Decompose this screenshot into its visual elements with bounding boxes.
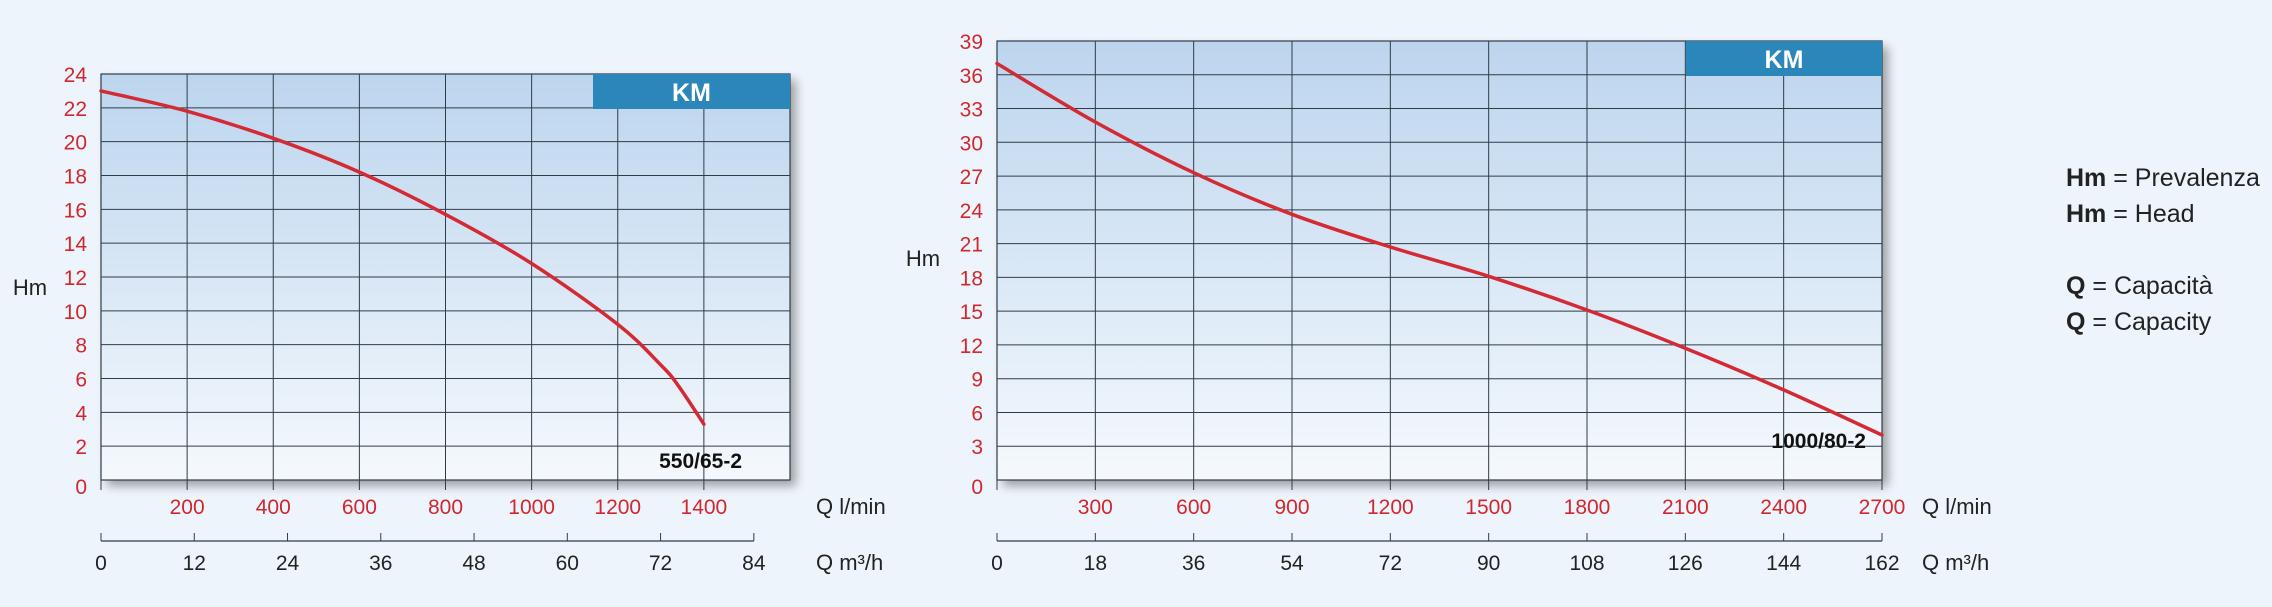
x-tick-label: 1200 [594,496,641,519]
km-badge-label: KM [672,79,711,107]
x2-tick-label: 90 [1477,552,1500,575]
x2-tick-label: 24 [276,552,300,575]
legend-item: Hm = Prevalenza [2066,160,2260,196]
x2-tick-label: 108 [1569,552,1604,575]
series-label: 550/65-2 [659,450,742,473]
y-tick-label: 22 [64,98,87,121]
x2-tick-label: 48 [462,552,485,575]
x2-tick-label: 18 [1084,552,1107,575]
y-tick-label: 27 [960,166,983,189]
y-tick-label: 16 [64,199,87,222]
y-tick-label: 15 [960,301,983,324]
y-tick-label: 21 [960,234,983,257]
y-tick-label: 6 [75,369,87,392]
x-tick-label: 1400 [681,496,728,519]
y-tick-label: 3 [971,436,983,459]
y-tick-label: 6 [971,402,983,425]
y-axis-label: Hm [906,246,940,271]
y-tick-label: 9 [971,369,983,392]
x2-tick-label: 126 [1668,552,1703,575]
y-zero-label: 0 [971,476,983,499]
legend-item: Hm = Head [2066,196,2260,232]
x2-axis-label: Q m³/h [1922,550,1989,575]
km-badge [593,74,790,109]
y-tick-label: 36 [960,65,983,88]
x2-tick-label: 0 [991,552,1003,575]
x-tick-label: 1000 [508,496,555,519]
y-tick-label: 24 [64,64,88,87]
y-tick-label: 2 [75,436,87,459]
x-tick-label: 1200 [1367,496,1414,519]
x2-axis-label: Q m³/h [816,550,883,575]
x2-tick-label: 36 [1182,552,1205,575]
legend-symbol: Q [2066,272,2086,300]
x-tick-label: 200 [170,496,205,519]
x2-tick-label: 72 [649,552,672,575]
y-tick-label: 39 [960,31,983,54]
x-tick-label: 2100 [1662,496,1709,519]
y-tick-label: 4 [75,402,87,425]
series-label: 1000/80-2 [1771,430,1866,453]
plot-frame [996,40,1883,481]
x-tick-label: 2400 [1760,496,1807,519]
y-zero-label: 0 [75,476,87,499]
y-tick-label: 12 [960,335,983,358]
y-tick-label: 12 [64,267,87,290]
x2-tick-label: 162 [1864,552,1899,575]
y-axis-label: Hm [13,275,47,300]
km-badge-label: KM [1765,46,1804,74]
y-tick-label: 14 [64,233,88,256]
x2-tick-label: 54 [1280,552,1304,575]
legend-symbol: Q [2066,308,2086,336]
x-tick-label: 800 [428,496,463,519]
x-tick-label: 1800 [1564,496,1611,519]
legend-symbol: Hm [2066,200,2107,228]
x2-tick-label: 84 [742,552,766,575]
legend-text: = Capacity [2092,308,2212,336]
x-tick-label: 600 [1176,496,1211,519]
y-tick-label: 10 [64,301,87,324]
x2-tick-label: 72 [1379,552,1402,575]
series-curve [995,61,1884,437]
y-tick-label: 8 [75,335,87,358]
x-axis-label: Q l/min [1922,494,1992,519]
legend-symbol: Hm [2066,164,2107,192]
y-tick-label: 20 [64,132,87,155]
legend: Hm = Prevalenza Hm = Head Q = Capacità Q… [2066,160,2260,340]
y-tick-label: 33 [960,99,983,122]
legend-item: Q = Capacity [2066,304,2260,340]
x2-tick-label: 0 [95,552,107,575]
y-tick-label: 18 [960,267,983,290]
x-tick-label: 600 [342,496,377,519]
legend-text: = Prevalenza [2113,164,2260,192]
x-tick-label: 900 [1274,496,1309,519]
series-curve [99,89,706,426]
y-tick-label: 24 [960,200,984,223]
x-tick-label: 2700 [1859,496,1906,519]
x2-tick-label: 12 [183,552,206,575]
x-tick-label: 1500 [1465,496,1512,519]
x-tick-label: 300 [1078,496,1113,519]
y-tick-label: 30 [960,132,983,155]
legend-text: = Capacità [2092,272,2213,300]
x-tick-label: 400 [256,496,291,519]
y-tick-label: 18 [64,166,87,189]
km-badge [1686,41,1882,76]
legend-text: = Head [2113,200,2195,228]
x2-tick-label: 60 [556,552,579,575]
legend-item: Q = Capacità [2066,268,2260,304]
x-axis-label: Q l/min [816,494,886,519]
x2-tick-label: 36 [369,552,392,575]
x2-tick-label: 144 [1766,552,1801,575]
